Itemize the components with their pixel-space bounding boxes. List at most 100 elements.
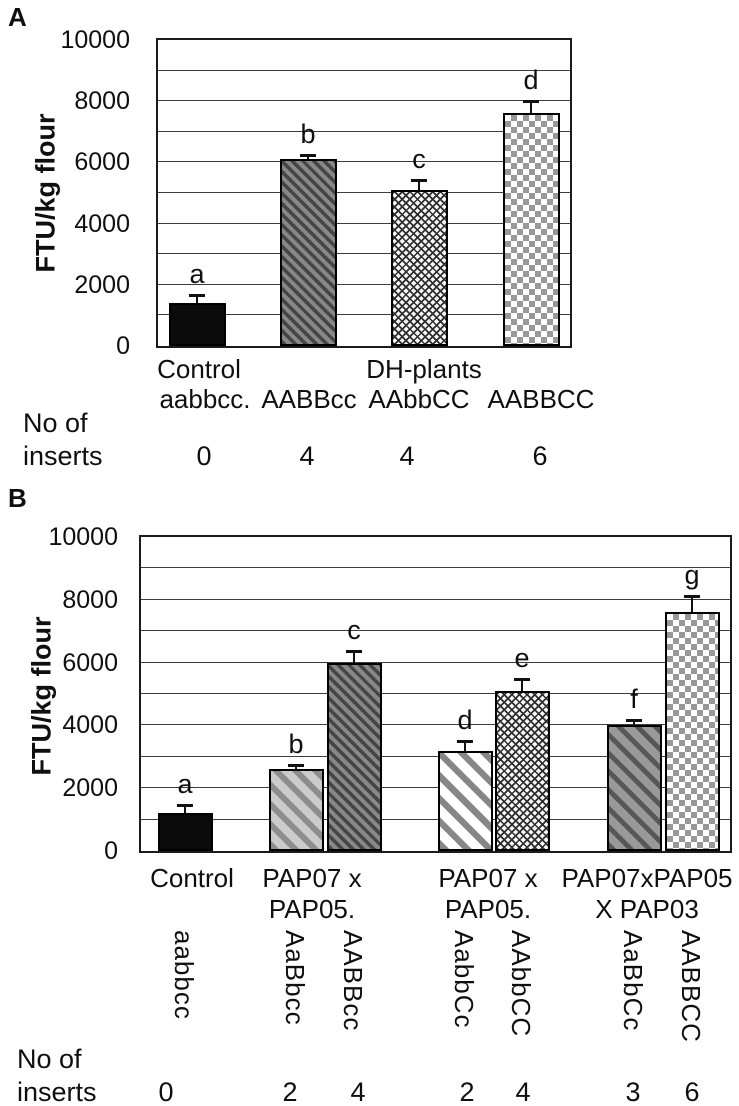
group-label-Control: Control	[157, 354, 241, 384]
gridline-3000	[141, 755, 730, 757]
gridline-1000	[158, 314, 570, 316]
error-bar-cap-AAbbCC	[411, 179, 427, 183]
group-label-line: PAP07 x	[262, 863, 362, 893]
genotype-label-aabbcc: aabbcc	[169, 930, 199, 1020]
y-axis-title-a: FTU/kg flour	[30, 113, 61, 273]
sig-letter-f: f	[630, 684, 638, 715]
inserts-count: 4	[350, 1077, 366, 1106]
error-bar-stem-AaBbcc	[295, 766, 297, 770]
inserts-count: 2	[459, 1077, 475, 1106]
bar-AAbbCC	[494, 690, 550, 851]
error-bar-stem-aabbcc	[196, 297, 198, 304]
ytick-6000: 6000	[62, 648, 118, 677]
ytick-6000: 6000	[74, 148, 130, 177]
error-bar-cap-AABBcc	[300, 153, 316, 157]
inserts-count: 2	[282, 1077, 298, 1106]
bar-AABBCC	[664, 612, 720, 851]
bar-AaBbCc	[606, 725, 662, 851]
gridline-4000	[158, 222, 570, 224]
inserts-count: 6	[684, 1077, 700, 1106]
inserts-count: 4	[515, 1077, 531, 1106]
error-bar-cap-AAbbCC	[514, 678, 530, 682]
group-label-line: PAP05.	[444, 894, 532, 924]
group-label-line: X PAP03	[595, 894, 699, 924]
error-bar-stem-AabbCc	[464, 742, 466, 751]
ytick-4000: 4000	[74, 209, 130, 238]
sig-letter-b: b	[288, 728, 304, 759]
ytick-0: 0	[104, 837, 118, 865]
ytick-0: 0	[116, 332, 130, 360]
genotype-label-AabbCc: AabbCc	[449, 930, 479, 1029]
error-bar-cap-AaBbcc	[288, 763, 304, 767]
gridline-6000	[158, 161, 570, 163]
error-bar-cap-AABBCC	[684, 595, 700, 599]
genotype-label-AABBcc: AABBcc	[338, 930, 368, 1032]
inserts-label-a: inserts	[23, 441, 103, 471]
error-bar-stem-AAbbCC	[521, 681, 523, 691]
sig-letter-b: b	[300, 118, 316, 149]
gridline-2000	[141, 787, 730, 789]
ytick-8000: 8000	[74, 87, 130, 116]
gridline-6000	[141, 661, 730, 663]
genotype-label-AAbbCC: AAbbCC	[368, 384, 470, 414]
inserts-count: 3	[625, 1077, 641, 1106]
inserts-count: 0	[158, 1077, 174, 1106]
error-bar-cap-AabbCc	[457, 739, 473, 743]
error-bar-cap-aabbcc	[177, 804, 193, 808]
genotype-label-AABBcc: AABBcc	[261, 384, 357, 414]
sig-letter-a: a	[189, 259, 205, 290]
error-bar-stem-AABBCC	[691, 598, 693, 613]
gridline-9000	[158, 69, 570, 71]
gridline-3000	[158, 253, 570, 255]
sig-letter-c: c	[412, 144, 426, 175]
bar-AaBbcc	[268, 769, 324, 851]
gridline-1000	[141, 818, 730, 820]
inserts-count: 0	[196, 441, 212, 471]
sig-letter-c: c	[347, 615, 361, 646]
bar-aabbcc	[168, 303, 226, 346]
error-bar-cap-AABBCC	[523, 99, 539, 103]
group-label-line: Control	[150, 863, 234, 893]
group-label-line: PAP05.	[268, 894, 356, 924]
ytick-10000: 10000	[60, 26, 130, 54]
ytick-10000: 10000	[48, 523, 118, 551]
ytick-2000: 2000	[62, 774, 118, 803]
sig-letter-a: a	[177, 769, 193, 800]
sig-letter-d: d	[523, 64, 539, 95]
panel-b-letter: B	[8, 483, 27, 513]
error-bar-stem-aabbcc	[184, 807, 186, 814]
gridline-4000	[141, 724, 730, 726]
genotype-label-AAbbCC: AAbbCC	[506, 930, 536, 1038]
group-label-line: PAP07 x	[438, 863, 538, 893]
no-of-label-a: No of	[23, 408, 88, 438]
error-bar-stem-AaBbCc	[633, 722, 635, 726]
genotype-label-AaBbCc: AaBbCc	[618, 930, 648, 1032]
gridline-9000	[141, 567, 730, 569]
error-bar-stem-AAbbCC	[418, 182, 420, 190]
panel-a-letter: A	[8, 2, 27, 32]
gridline-5000	[141, 693, 730, 694]
no-of-label-b: No of	[17, 1044, 82, 1074]
sig-letter-d: d	[457, 704, 473, 735]
genotype-label-aabbcc: aabbcc.	[159, 384, 251, 414]
bar-AabbCc	[437, 750, 493, 851]
plot-area-a: a b c d	[156, 38, 572, 348]
bar-AABBCC	[502, 113, 560, 346]
genotype-label-AABBCC: AABBCC	[487, 384, 595, 414]
ytick-8000: 8000	[62, 585, 118, 614]
bar-AAbbCC	[390, 189, 448, 346]
gridline-8000	[141, 598, 730, 600]
gridline-7000	[158, 130, 570, 132]
sig-letter-g: g	[684, 560, 700, 591]
error-bar-stem-AABBcc	[307, 156, 309, 160]
error-bar-cap-AaBbCc	[626, 719, 642, 723]
group-label-DH-plants: DH-plants	[366, 354, 482, 384]
genotype-label-AaBbcc: AaBbcc	[280, 930, 310, 1026]
gridline-5000	[158, 192, 570, 193]
gridline-7000	[141, 630, 730, 632]
error-bar-stem-AABBCC	[530, 102, 532, 114]
error-bar-cap-aabbcc	[189, 294, 205, 298]
ytick-2000: 2000	[74, 270, 130, 299]
gridline-8000	[158, 100, 570, 102]
